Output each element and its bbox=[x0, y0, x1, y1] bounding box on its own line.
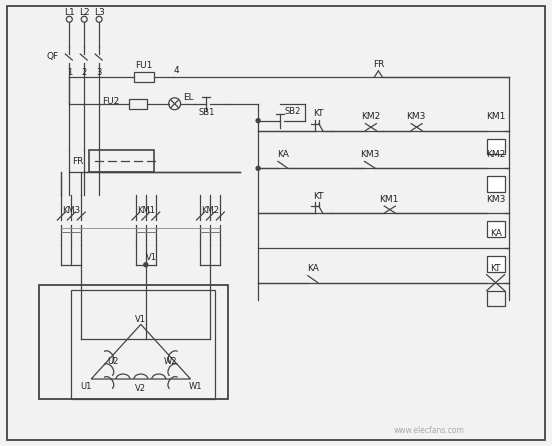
Text: EL: EL bbox=[183, 93, 194, 102]
Text: FU1: FU1 bbox=[135, 62, 152, 70]
Text: 3: 3 bbox=[97, 68, 102, 78]
Text: KM3: KM3 bbox=[486, 194, 505, 204]
Text: FU2: FU2 bbox=[102, 97, 119, 106]
Text: KT: KT bbox=[314, 109, 324, 118]
Bar bbox=[40, 285, 229, 399]
Circle shape bbox=[256, 119, 260, 123]
Bar bbox=[134, 72, 154, 82]
Text: SB1: SB1 bbox=[198, 108, 215, 117]
Text: KT: KT bbox=[314, 192, 324, 201]
Circle shape bbox=[256, 166, 260, 170]
Bar bbox=[487, 221, 505, 237]
Text: V1: V1 bbox=[146, 253, 157, 262]
Text: KA: KA bbox=[307, 264, 319, 273]
Text: V1: V1 bbox=[135, 315, 146, 324]
Text: KM3: KM3 bbox=[360, 150, 379, 159]
Text: L1: L1 bbox=[64, 8, 75, 17]
Text: SB2: SB2 bbox=[285, 107, 301, 116]
Text: KM2: KM2 bbox=[201, 206, 219, 215]
Text: W2: W2 bbox=[164, 357, 177, 366]
Text: 1: 1 bbox=[67, 68, 72, 78]
Text: QF: QF bbox=[46, 52, 59, 61]
Bar bbox=[89, 150, 154, 172]
Text: KM2: KM2 bbox=[486, 150, 505, 159]
Text: KM1: KM1 bbox=[486, 112, 505, 121]
Text: U1: U1 bbox=[81, 383, 92, 392]
Text: KM2: KM2 bbox=[361, 112, 380, 121]
Text: 2: 2 bbox=[82, 68, 87, 78]
Text: V2: V2 bbox=[135, 384, 146, 393]
Text: L3: L3 bbox=[94, 8, 104, 17]
Text: FR: FR bbox=[373, 61, 384, 70]
Bar bbox=[487, 139, 505, 154]
Text: KT: KT bbox=[490, 264, 501, 273]
Bar bbox=[487, 176, 505, 192]
Bar bbox=[71, 289, 215, 399]
Text: W1: W1 bbox=[189, 383, 202, 392]
Text: www.elecfans.com: www.elecfans.com bbox=[394, 426, 464, 435]
Text: FR: FR bbox=[72, 157, 83, 166]
Circle shape bbox=[144, 263, 148, 267]
Bar bbox=[487, 256, 505, 272]
Text: KM3: KM3 bbox=[406, 112, 426, 121]
Text: KA: KA bbox=[277, 150, 289, 159]
Text: 4: 4 bbox=[174, 66, 179, 75]
Text: L2: L2 bbox=[79, 8, 89, 17]
Bar bbox=[129, 99, 147, 109]
Bar bbox=[487, 291, 505, 306]
Text: KM3: KM3 bbox=[62, 206, 81, 215]
Text: KM1: KM1 bbox=[380, 194, 399, 204]
Text: KA: KA bbox=[490, 229, 502, 239]
Text: U2: U2 bbox=[107, 357, 119, 366]
Text: KM1: KM1 bbox=[137, 206, 155, 215]
